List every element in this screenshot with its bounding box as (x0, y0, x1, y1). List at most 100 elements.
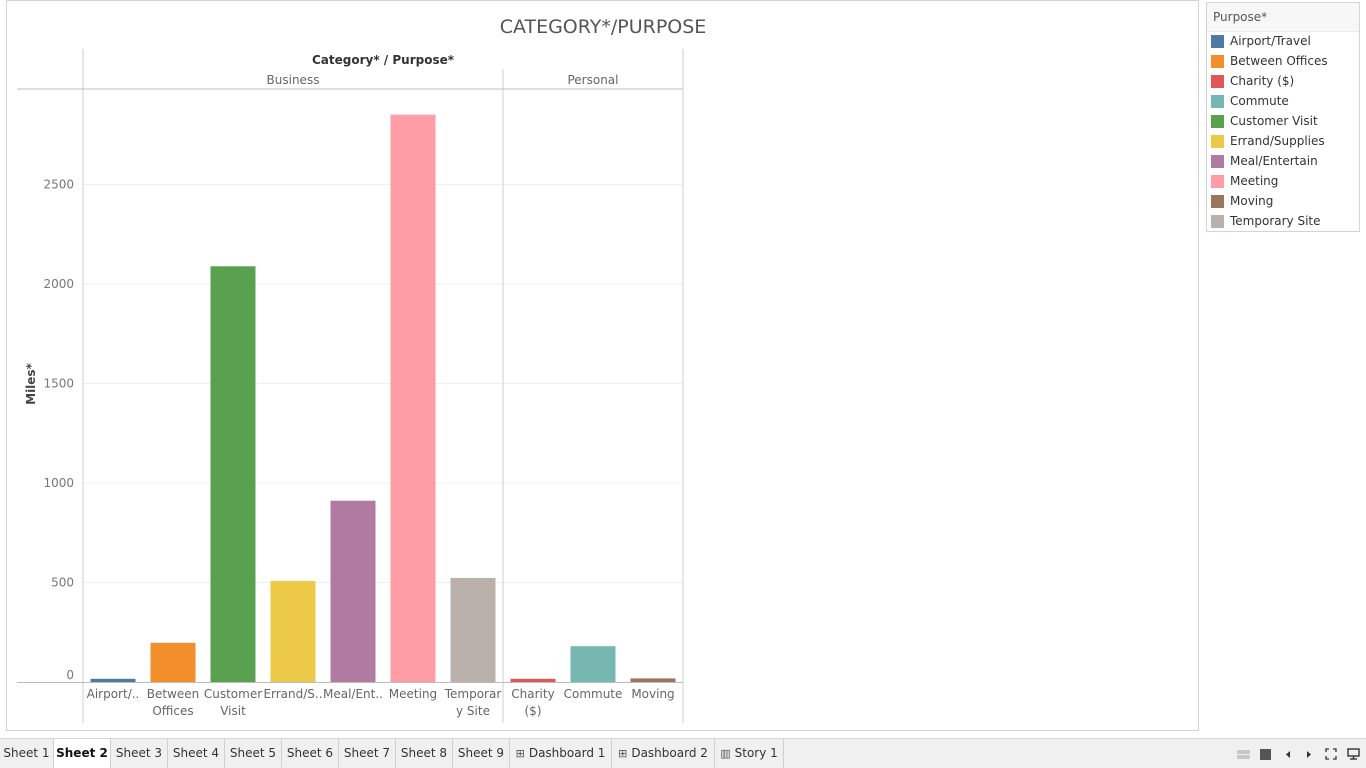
legend-title: Purpose* (1207, 3, 1359, 32)
x-tick-label-line: Meeting (389, 687, 437, 701)
tab-sheet-8[interactable]: Sheet 8 (396, 739, 453, 768)
tab-dashboard-2[interactable]: ⊞ Dashboard 2 (612, 739, 715, 768)
tab-label: Sheet 8 (400, 746, 448, 760)
bar (510, 678, 556, 682)
legend-swatch (1211, 34, 1224, 48)
x-tick-label-line: Charity (511, 687, 554, 701)
tab-label: Sheet 5 (229, 746, 277, 760)
legend-swatch (1211, 94, 1224, 108)
tab-sheet-1[interactable]: Sheet 1 (0, 739, 54, 768)
bar (210, 266, 256, 682)
tab-story-1[interactable]: ▥ Story 1 (715, 739, 784, 768)
legend-label: Meal/Entertain (1230, 154, 1318, 168)
legend-swatch (1211, 214, 1224, 228)
x-tick-label-line: Errand/S.. (263, 687, 322, 701)
tab-dashboard-1[interactable]: ⊞ Dashboard 1 (510, 739, 612, 768)
dashboard-icon: ⊞ (515, 747, 525, 760)
legend-label: Between Offices (1230, 54, 1328, 68)
legend-label: Airport/Travel (1230, 34, 1311, 48)
legend-swatch (1211, 114, 1224, 128)
tab-label: Sheet 7 (343, 746, 391, 760)
legend-label: Temporary Site (1230, 214, 1321, 228)
show-tabs-icon[interactable] (1258, 747, 1272, 761)
tab-sheet-7[interactable]: Sheet 7 (339, 739, 396, 768)
x-tick-label-line: Customer (204, 687, 262, 701)
tab-label: Sheet 9 (457, 746, 505, 760)
chart-title: CATEGORY*/PURPOSE (500, 16, 707, 38)
legend-item[interactable]: Charity ($) (1211, 71, 1294, 91)
x-tick-label-line: Between (147, 687, 200, 701)
y-tick-label: 1500 (43, 377, 74, 391)
x-tick-label-line: Temporar (444, 687, 502, 701)
dashboard-icon: ⊞ (618, 747, 628, 760)
legend-label: Errand/Supplies (1230, 134, 1325, 148)
legend-item[interactable]: Commute (1211, 91, 1289, 111)
group-header-personal: Personal (567, 73, 618, 87)
y-axis-label: Miles* (24, 362, 38, 404)
prev-sheet-icon[interactable] (1281, 747, 1295, 761)
y-tick-label: 2500 (43, 178, 74, 192)
x-tick-label: Between Offices (147, 687, 200, 718)
legend-label: Customer Visit (1230, 114, 1318, 128)
legend-label: Meeting (1230, 174, 1279, 188)
column-header-label: Category* / Purpose* (312, 53, 455, 67)
legend-swatch (1211, 154, 1224, 168)
fullscreen-icon[interactable] (1324, 747, 1338, 761)
tab-sheet-2[interactable]: Sheet 2 (54, 739, 111, 768)
next-sheet-icon[interactable] (1302, 747, 1316, 761)
bar (570, 646, 616, 682)
legend-item[interactable]: Moving (1211, 191, 1273, 211)
tab-label: Sheet 3 (115, 746, 163, 760)
x-tick-label: Moving (631, 687, 674, 701)
tab-sheet-3[interactable]: Sheet 3 (111, 739, 168, 768)
legend-swatch (1211, 194, 1224, 208)
legend-label: Moving (1230, 194, 1274, 208)
legend-item[interactable]: Meeting (1211, 171, 1278, 191)
x-tick-label: Meal/Ent.. (323, 687, 383, 701)
y-tick-label: 0 (66, 668, 74, 682)
legend-swatch (1211, 54, 1224, 68)
legend-item[interactable]: Customer Visit (1211, 111, 1318, 131)
bar (90, 678, 136, 682)
tab-sheet-4[interactable]: Sheet 4 (168, 739, 225, 768)
bar (150, 642, 196, 682)
show-filmstrip-icon[interactable] (1236, 747, 1250, 761)
tab-sheet-6[interactable]: Sheet 6 (282, 739, 339, 768)
x-tick-label-line: Offices (152, 704, 193, 718)
x-tick-label: Temporar y Site (444, 687, 502, 718)
legend-label: Commute (1230, 94, 1289, 108)
x-tick-label-line: Commute (564, 687, 623, 701)
legend-item[interactable]: Temporary Site (1211, 211, 1321, 231)
story-icon: ▥ (720, 747, 731, 760)
x-tick-label-line: Moving (631, 687, 674, 701)
tab-label: Story 1 (734, 746, 778, 760)
tab-sheet-5[interactable]: Sheet 5 (225, 739, 282, 768)
bar (630, 678, 676, 682)
tab-sheet-9[interactable]: Sheet 9 (453, 739, 510, 768)
legend-item[interactable]: Airport/Travel (1211, 31, 1311, 51)
x-tick-label: Commute (564, 687, 623, 701)
x-tick-label-line: ($) (525, 704, 542, 718)
sheet-tab-bar: Sheet 1 Sheet 2 Sheet 3 Sheet 4 Sheet 5 Sheet… (0, 738, 1366, 768)
bar (390, 114, 436, 682)
tab-label: Sheet 1 (3, 746, 50, 760)
legend-item[interactable]: Between Offices (1211, 51, 1328, 71)
x-tick-label-line: Visit (220, 704, 246, 718)
x-tick-label-line: Airport/.. (87, 687, 140, 701)
tab-label: Sheet 2 (56, 746, 108, 760)
bar (450, 577, 496, 682)
tab-label: Dashboard 1 (528, 746, 606, 760)
bar (330, 500, 376, 682)
tab-label: Dashboard 2 (631, 746, 708, 760)
legend-swatch (1211, 74, 1224, 88)
legend-item[interactable]: Errand/Supplies (1211, 131, 1325, 151)
bar (270, 580, 316, 682)
legend[interactable]: Purpose* Airport/Travel Between Offices Ch… (1206, 2, 1360, 232)
presentation-mode-icon[interactable] (1346, 747, 1360, 761)
y-tick-label: 2000 (43, 277, 74, 291)
legend-swatch (1211, 174, 1224, 188)
tab-label: Sheet 4 (172, 746, 220, 760)
legend-item[interactable]: Meal/Entertain (1211, 151, 1318, 171)
legend-label: Charity ($) (1230, 74, 1295, 88)
x-tick-label-line: Meal/Ent.. (323, 687, 383, 701)
